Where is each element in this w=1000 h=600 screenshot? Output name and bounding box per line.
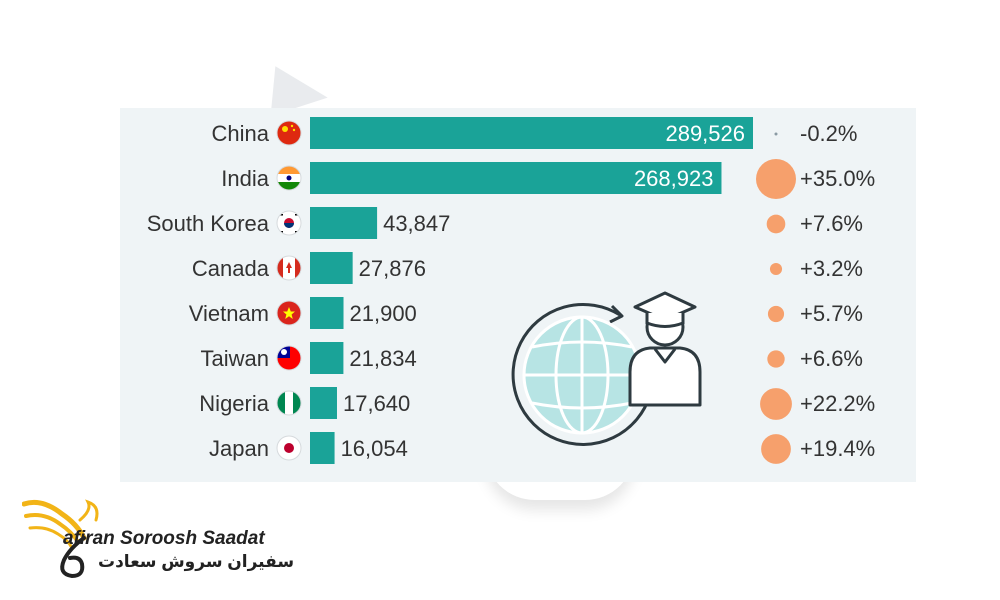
category-label: South Korea [147, 211, 270, 236]
change-bubble [767, 350, 785, 368]
bar [310, 387, 337, 419]
change-bubble [761, 434, 791, 464]
value-label: 27,876 [359, 256, 426, 281]
value-label: 21,834 [349, 346, 416, 371]
chart-rows: China 289,526 -0.2% India 268,923 +35.0% South… [147, 117, 875, 464]
flag-part [279, 214, 283, 216]
category-label: Nigeria [199, 391, 269, 416]
flag-part [293, 391, 301, 415]
chart-row: India 268,923 +35.0% [221, 159, 875, 199]
value-label: 17,640 [343, 391, 410, 416]
flag-part [295, 256, 301, 280]
category-label: India [221, 166, 269, 191]
bar [310, 432, 335, 464]
change-bubble [756, 159, 796, 199]
india-flag-icon [277, 166, 301, 190]
flag-part [285, 391, 293, 415]
change-label: +7.6% [800, 211, 863, 236]
flag-part [283, 307, 295, 319]
globe-graduate-icon [511, 291, 702, 446]
flag-part [277, 166, 301, 174]
flag-border [276, 255, 302, 281]
bar [310, 162, 722, 194]
chart-row: Taiwan 21,834 +6.6% [201, 342, 863, 374]
chart-row: South Korea 43,847 +7.6% [147, 207, 863, 239]
flag-border [276, 390, 302, 416]
flag-part [277, 256, 283, 280]
value-label: 43,847 [383, 211, 450, 236]
south-korea-flag-icon [277, 211, 301, 235]
bar [310, 207, 378, 239]
chart-row: Nigeria 17,640 +22.2% [199, 387, 875, 420]
brand-name-en: afiran Soroosh Saadat [63, 528, 265, 549]
chart-row: China 289,526 -0.2% [212, 117, 857, 149]
phoenix-logo-icon [22, 499, 99, 579]
nigeria-flag-icon [277, 391, 301, 415]
canada-flag-icon [277, 256, 301, 280]
change-label: +22.2% [800, 391, 875, 416]
change-label: +19.4% [800, 436, 875, 461]
flag-part [292, 128, 296, 132]
value-label: 289,526 [665, 121, 745, 146]
china-flag-icon [277, 121, 301, 145]
value-label: 16,054 [341, 436, 408, 461]
chart-row: Japan 16,054 +19.4% [209, 432, 875, 464]
bar [310, 117, 753, 149]
bar [310, 252, 353, 284]
change-bubble [767, 305, 785, 323]
change-bubble [769, 262, 783, 276]
change-bubble [774, 132, 778, 136]
bar [310, 297, 344, 329]
flag-part [277, 121, 301, 145]
flag-border [276, 435, 302, 461]
taiwan-flag-icon [277, 346, 301, 370]
change-bubble [760, 388, 792, 420]
value-label: 268,923 [634, 166, 714, 191]
flag-border [276, 165, 302, 191]
change-label: +35.0% [800, 166, 875, 191]
value-label: 21,900 [350, 301, 417, 326]
flag-part [277, 182, 301, 190]
bar [310, 342, 344, 374]
chart-row: Canada 27,876 +3.2% [192, 252, 863, 284]
flag-border [276, 300, 302, 326]
flag-part [284, 443, 294, 453]
change-label: +3.2% [800, 256, 863, 281]
category-label: Canada [192, 256, 270, 281]
flag-part [290, 124, 294, 128]
japan-flag-icon [277, 436, 301, 460]
flag-part [282, 126, 288, 132]
flag-border [276, 120, 302, 146]
change-label: +6.6% [800, 346, 863, 371]
brand-name-fa: سفیران سروش سعادت [98, 552, 295, 571]
category-label: Vietnam [189, 301, 269, 326]
category-label: Japan [209, 436, 269, 461]
flag-border [276, 210, 302, 236]
flag-part [281, 349, 287, 355]
category-label: Taiwan [201, 346, 269, 371]
flag-part [286, 262, 292, 273]
chart-row: Vietnam 21,900 +5.7% [189, 297, 863, 329]
vietnam-flag-icon [277, 301, 301, 325]
flag-part [286, 175, 292, 181]
change-bubble [766, 214, 786, 234]
flag-border [276, 345, 302, 371]
flag-part [284, 223, 294, 228]
change-label: -0.2% [800, 121, 857, 146]
change-label: +5.7% [800, 301, 863, 326]
flag-part [295, 214, 299, 216]
category-label: China [212, 121, 270, 146]
flag-part [277, 391, 285, 415]
